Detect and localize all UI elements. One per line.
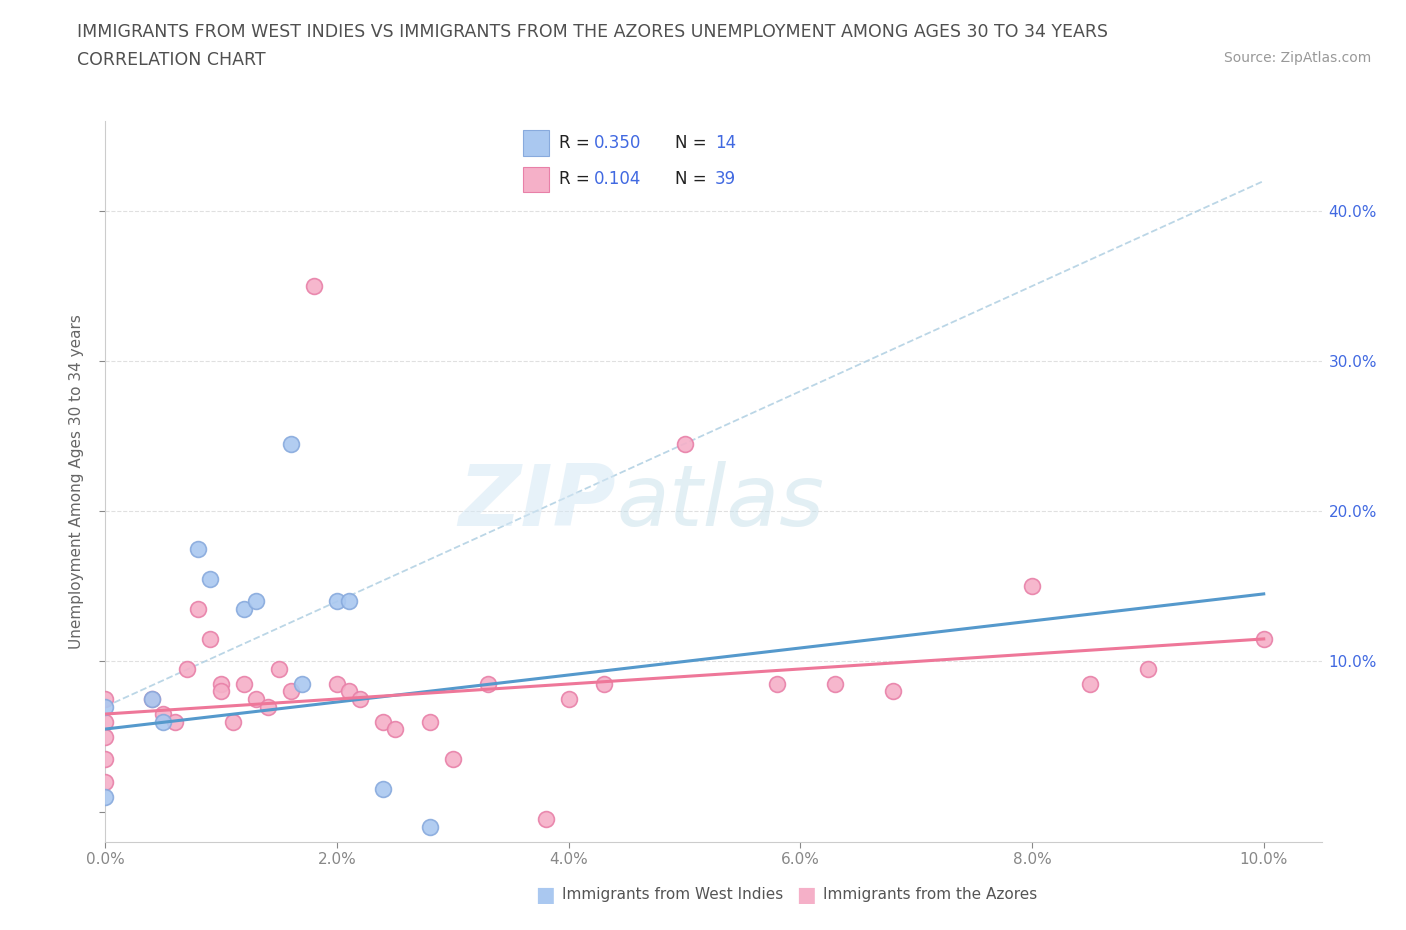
Point	[302, 279, 325, 294]
Point	[269, 661, 291, 676]
Text: N =: N =	[675, 134, 711, 152]
Text: N =: N =	[675, 170, 711, 189]
Point	[673, 436, 696, 451]
Point	[1136, 661, 1159, 676]
Text: CORRELATION CHART: CORRELATION CHART	[77, 51, 266, 69]
Point	[94, 729, 117, 744]
Point	[94, 751, 117, 766]
Point	[349, 692, 371, 707]
Point	[280, 684, 302, 699]
Point	[280, 436, 302, 451]
Text: ■: ■	[536, 884, 555, 905]
Point	[441, 751, 464, 766]
Point	[291, 676, 314, 691]
Point	[558, 692, 581, 707]
Text: ■: ■	[796, 884, 815, 905]
Text: Immigrants from West Indies: Immigrants from West Indies	[562, 887, 783, 902]
Point	[326, 594, 349, 609]
Text: atlas: atlas	[616, 461, 824, 544]
Point	[198, 571, 221, 586]
Text: 39: 39	[714, 170, 737, 189]
FancyBboxPatch shape	[523, 166, 550, 193]
Point	[187, 541, 209, 556]
Point	[187, 602, 209, 617]
Text: Source: ZipAtlas.com: Source: ZipAtlas.com	[1223, 51, 1371, 65]
Point	[233, 676, 256, 691]
Text: 0.350: 0.350	[593, 134, 641, 152]
Point	[1078, 676, 1101, 691]
Point	[245, 692, 267, 707]
Point	[152, 714, 174, 729]
Point	[209, 684, 232, 699]
Point	[477, 676, 499, 691]
Point	[94, 699, 117, 714]
Point	[419, 819, 441, 834]
Point	[534, 812, 557, 827]
Text: R =: R =	[560, 170, 595, 189]
Point	[1253, 631, 1275, 646]
Point	[256, 699, 278, 714]
Point	[592, 676, 614, 691]
Point	[222, 714, 245, 729]
Point	[94, 774, 117, 789]
Text: IMMIGRANTS FROM WEST INDIES VS IMMIGRANTS FROM THE AZORES UNEMPLOYMENT AMONG AGE: IMMIGRANTS FROM WEST INDIES VS IMMIGRANT…	[77, 23, 1108, 41]
Point	[163, 714, 186, 729]
Point	[1021, 579, 1043, 594]
Text: 0.104: 0.104	[593, 170, 641, 189]
Point	[337, 594, 360, 609]
Point	[384, 722, 406, 737]
Point	[882, 684, 904, 699]
Text: ZIP: ZIP	[458, 461, 616, 544]
Point	[233, 602, 256, 617]
Point	[176, 661, 198, 676]
Point	[209, 676, 232, 691]
Point	[141, 692, 163, 707]
Text: R =: R =	[560, 134, 595, 152]
Point	[373, 781, 395, 796]
Y-axis label: Unemployment Among Ages 30 to 34 years: Unemployment Among Ages 30 to 34 years	[69, 313, 84, 649]
Point	[245, 594, 267, 609]
Point	[141, 692, 163, 707]
Point	[94, 692, 117, 707]
Point	[152, 707, 174, 722]
Point	[326, 676, 349, 691]
Point	[824, 676, 846, 691]
FancyBboxPatch shape	[523, 130, 550, 155]
Point	[373, 714, 395, 729]
Point	[94, 714, 117, 729]
Text: Immigrants from the Azores: Immigrants from the Azores	[823, 887, 1036, 902]
Point	[94, 790, 117, 804]
Text: 14: 14	[714, 134, 737, 152]
Point	[337, 684, 360, 699]
Point	[419, 714, 441, 729]
Point	[198, 631, 221, 646]
Point	[766, 676, 789, 691]
